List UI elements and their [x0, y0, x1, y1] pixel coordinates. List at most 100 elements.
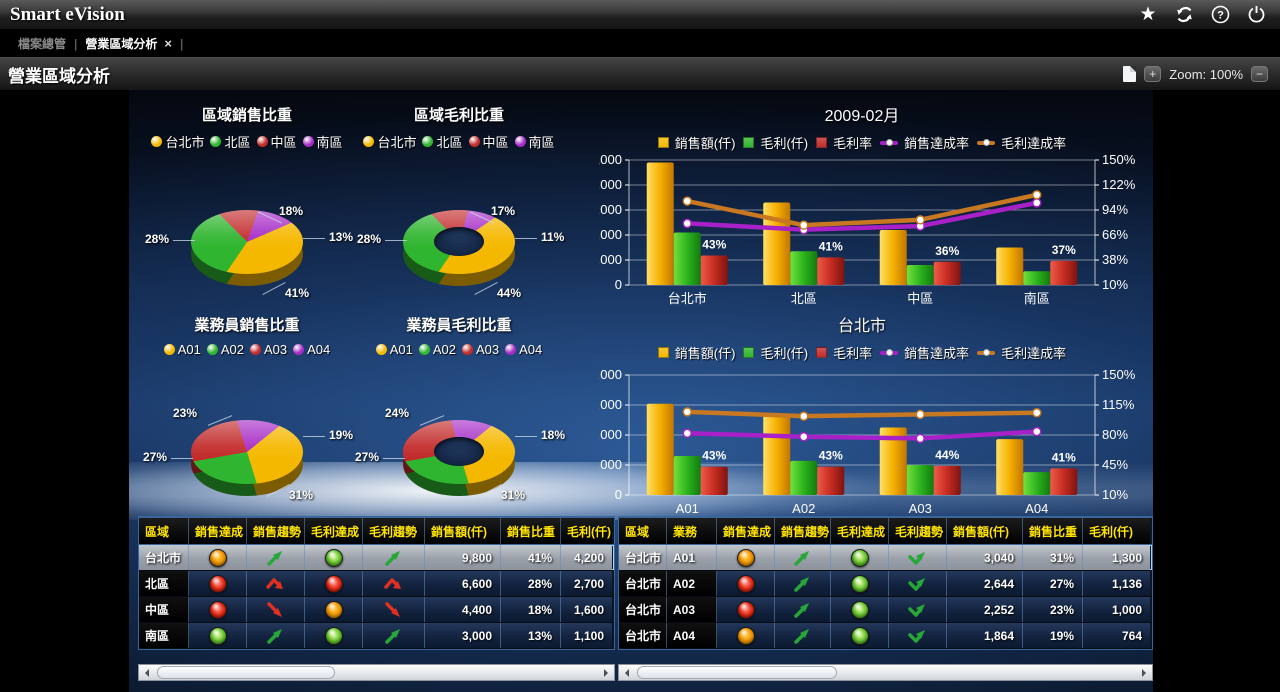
cell-text: 中區: [145, 603, 170, 617]
scrollbar-thumb[interactable]: [637, 666, 837, 679]
region-table-scrollbar[interactable]: [138, 664, 615, 681]
table-cell: [889, 623, 947, 648]
svg-text:2,000: 2,000: [599, 427, 622, 442]
column-header[interactable]: 銷售趨勢: [247, 518, 305, 544]
tab-sales-region-analysis[interactable]: 營業區域分析 ×: [85, 35, 172, 52]
pie-slice-label: 31%: [289, 488, 314, 502]
column-header[interactable]: 區域: [139, 518, 189, 544]
table-cell: [363, 623, 425, 648]
table-cell: 南區: [139, 623, 189, 648]
legend-item: 毛利(仟): [743, 343, 808, 362]
column-header[interactable]: 業務: [667, 518, 717, 544]
column-header[interactable]: 區域: [619, 518, 667, 544]
trend-arrow-check-icon: [907, 603, 925, 617]
cell-text: 2,700: [573, 576, 604, 591]
cell-text: 1,864: [983, 628, 1014, 643]
table-cell: 2,644: [947, 571, 1023, 596]
table-cell: [247, 623, 305, 648]
table-cell: [831, 571, 889, 596]
table-cell: 28%: [501, 571, 561, 596]
document-icon[interactable]: [1123, 66, 1137, 82]
zoom-in-button[interactable]: +: [1144, 66, 1162, 82]
svg-text:43%: 43%: [819, 449, 843, 463]
column-header[interactable]: 毛利趨勢: [363, 518, 425, 544]
table-cell: [889, 597, 947, 622]
table-row[interactable]: 台北市 A04 1,864 19% 764: [619, 623, 1152, 649]
column-header[interactable]: 銷售額(仟): [425, 518, 501, 544]
pie-slice-label: 19%: [302, 428, 354, 442]
table-row[interactable]: 中區 4,400 18% 1,600: [139, 597, 614, 623]
column-header[interactable]: 毛利趨勢: [889, 518, 947, 544]
column-header[interactable]: 毛利(仟): [1083, 518, 1150, 544]
table-cell: 1,100: [561, 623, 612, 648]
app-title: Smart eVision: [10, 3, 125, 25]
status-light-orange: [736, 548, 755, 567]
column-header[interactable]: 毛利(仟): [561, 518, 612, 544]
table-cell: 台北市: [619, 571, 667, 596]
table-cell: [831, 623, 889, 648]
help-icon[interactable]: ?: [1210, 5, 1230, 25]
column-header[interactable]: 銷售比重: [501, 518, 561, 544]
legend-item: A02: [206, 342, 244, 357]
table-cell: [247, 571, 305, 596]
scroll-left-button[interactable]: [140, 666, 154, 679]
table-cell: [717, 545, 775, 570]
table-row[interactable]: 台北市 9,800 41% 4,200: [139, 545, 614, 571]
scroll-right-button[interactable]: [599, 666, 613, 679]
table-cell: 19%: [1023, 623, 1083, 648]
table-cell: [363, 597, 425, 622]
column-header[interactable]: 毛利達成: [305, 518, 363, 544]
legend-dot-icon: [256, 136, 268, 147]
legend-square-icon: [657, 347, 669, 358]
table-row[interactable]: 北區 6,600 28% 2,700: [139, 571, 614, 597]
table-cell: [717, 571, 775, 596]
table-row[interactable]: 台北市 A03 2,252 23% 1,000: [619, 597, 1152, 623]
svg-text:10,000: 10,000: [599, 152, 622, 167]
table-row[interactable]: 南區 3,000 13% 1,100: [139, 623, 614, 649]
table-cell: 2,252: [947, 597, 1023, 622]
scroll-right-button[interactable]: [1137, 666, 1151, 679]
column-header[interactable]: 毛利達成: [831, 518, 889, 544]
legend-item: 南區: [514, 132, 555, 151]
svg-text:38%: 38%: [1102, 252, 1128, 267]
scroll-left-button[interactable]: [620, 666, 634, 679]
tab-label: 營業區域分析: [85, 37, 158, 51]
legend-dot-icon: [302, 136, 314, 147]
legend-item: A03: [462, 342, 499, 357]
column-header[interactable]: 銷售達成: [189, 518, 247, 544]
top-bar: Smart eVision ★ ?: [0, 0, 1280, 30]
refresh-icon[interactable]: [1174, 5, 1194, 25]
table-cell: [189, 571, 247, 596]
cell-text: 1,000: [1111, 602, 1142, 617]
trend-arrow-up-icon: [793, 628, 809, 644]
cell-text: 9,800: [461, 550, 492, 565]
svg-text:A04: A04: [1025, 501, 1048, 516]
trend-arrow-check-icon: [907, 577, 925, 591]
pie-3d-graphic: [403, 420, 515, 496]
scrollbar-thumb[interactable]: [157, 666, 335, 679]
tab-close-icon[interactable]: ×: [164, 36, 172, 51]
table-row[interactable]: 台北市 A02 2,644 27% 1,136: [619, 571, 1152, 597]
power-icon[interactable]: [1246, 5, 1266, 25]
pie-chart-region-sales: 區域銷售比重 台北市 北區 中區 南區 18% 13% 41% 28%: [137, 100, 357, 305]
status-light-orange: [736, 626, 755, 645]
svg-text:43%: 43%: [702, 449, 726, 463]
legend-item: 銷售達成率: [880, 133, 969, 152]
scroll-right-arrow-icon: [1142, 668, 1146, 677]
legend-dot-icon: [293, 344, 305, 355]
table-cell: [189, 597, 247, 622]
zoom-out-button[interactable]: −: [1251, 66, 1268, 82]
table-row[interactable]: 台北市 A01 3,040 31% 1,300: [619, 545, 1152, 571]
column-header[interactable]: 銷售達成: [717, 518, 775, 544]
favorite-star-icon[interactable]: ★: [1139, 3, 1157, 25]
column-header[interactable]: 銷售額(仟): [947, 518, 1023, 544]
pie-slice-label: 28%: [145, 232, 196, 246]
cell-text: 28%: [527, 576, 552, 591]
column-header[interactable]: 銷售趨勢: [775, 518, 831, 544]
tab-file-explorer[interactable]: 檔案總管: [18, 37, 67, 51]
table-cell: 2,700: [561, 571, 612, 596]
rep-table-scrollbar[interactable]: [618, 664, 1153, 681]
status-light-red: [208, 600, 227, 619]
column-header[interactable]: 銷售比重: [1023, 518, 1083, 544]
cell-text: A01: [673, 550, 696, 565]
